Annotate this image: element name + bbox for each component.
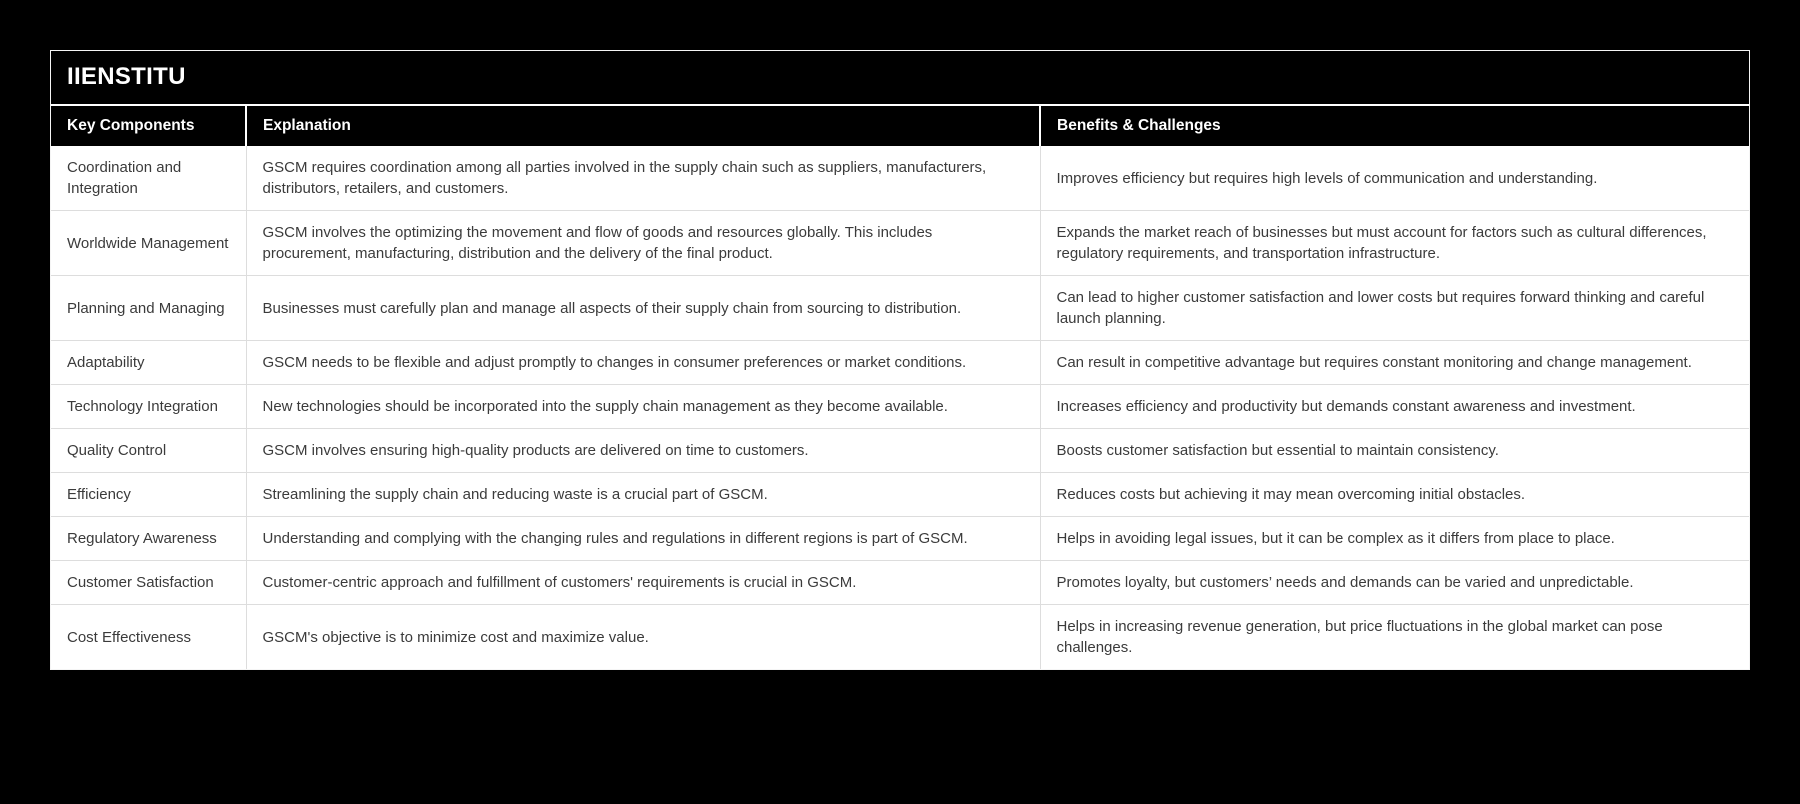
table-row: Worldwide Management GSCM involves the o… bbox=[51, 210, 1749, 276]
table-row: Cost Effectiveness GSCM's objective is t… bbox=[51, 604, 1749, 669]
benefits-cell: Helps in increasing revenue generation, … bbox=[1040, 604, 1749, 669]
key-component-cell: Customer Satisfaction bbox=[51, 560, 247, 605]
table-row: Adaptability GSCM needs to be flexible a… bbox=[51, 340, 1749, 385]
explanation-cell: Streamlining the supply chain and reduci… bbox=[246, 472, 1041, 517]
table-row: Planning and Managing Businesses must ca… bbox=[51, 275, 1749, 341]
benefits-cell: Improves efficiency but requires high le… bbox=[1040, 146, 1749, 211]
benefits-cell: Promotes loyalty, but customers’ needs a… bbox=[1040, 560, 1749, 605]
table-row: Technology Integration New technologies … bbox=[51, 384, 1749, 429]
explanation-cell: Businesses must carefully plan and manag… bbox=[246, 275, 1041, 341]
explanation-cell: GSCM involves the optimizing the movemen… bbox=[246, 210, 1041, 276]
column-header-benefits-challenges: Benefits & Challenges bbox=[1040, 106, 1749, 146]
benefits-cell: Can lead to higher customer satisfaction… bbox=[1040, 275, 1749, 341]
key-component-cell: Adaptability bbox=[51, 340, 247, 385]
page-title: IIENSTITU bbox=[51, 51, 1749, 106]
key-component-cell: Regulatory Awareness bbox=[51, 516, 247, 561]
benefits-cell: Reduces costs but achieving it may mean … bbox=[1040, 472, 1749, 517]
key-component-cell: Worldwide Management bbox=[51, 210, 247, 276]
column-header-explanation: Explanation bbox=[246, 106, 1041, 146]
benefits-cell: Boosts customer satisfaction but essenti… bbox=[1040, 428, 1749, 473]
key-component-cell: Cost Effectiveness bbox=[51, 604, 247, 669]
table-row: Customer Satisfaction Customer-centric a… bbox=[51, 560, 1749, 605]
gscm-table: Key Components Explanation Benefits & Ch… bbox=[51, 106, 1749, 669]
key-component-cell: Technology Integration bbox=[51, 384, 247, 429]
table-row: Efficiency Streamlining the supply chain… bbox=[51, 472, 1749, 517]
key-component-cell: Planning and Managing bbox=[51, 275, 247, 341]
explanation-cell: GSCM's objective is to minimize cost and… bbox=[246, 604, 1041, 669]
header-row: Key Components Explanation Benefits & Ch… bbox=[51, 106, 1749, 146]
benefits-cell: Can result in competitive advantage but … bbox=[1040, 340, 1749, 385]
table-row: Quality Control GSCM involves ensuring h… bbox=[51, 428, 1749, 473]
explanation-cell: GSCM needs to be flexible and adjust pro… bbox=[246, 340, 1041, 385]
column-header-key-components: Key Components bbox=[51, 106, 247, 146]
explanation-cell: New technologies should be incorporated … bbox=[246, 384, 1041, 429]
table-card: IIENSTITU Key Components Explanation Ben… bbox=[50, 50, 1750, 670]
benefits-cell: Helps in avoiding legal issues, but it c… bbox=[1040, 516, 1749, 561]
explanation-cell: Customer-centric approach and fulfillmen… bbox=[246, 560, 1041, 605]
key-component-cell: Efficiency bbox=[51, 472, 247, 517]
table-header: Key Components Explanation Benefits & Ch… bbox=[51, 106, 1749, 146]
key-component-cell: Coordination and Integration bbox=[51, 146, 247, 211]
benefits-cell: Increases efficiency and productivity bu… bbox=[1040, 384, 1749, 429]
explanation-cell: GSCM involves ensuring high-quality prod… bbox=[246, 428, 1041, 473]
table-row: Regulatory Awareness Understanding and c… bbox=[51, 516, 1749, 561]
table-body: Coordination and Integration GSCM requir… bbox=[51, 146, 1749, 669]
benefits-cell: Expands the market reach of businesses b… bbox=[1040, 210, 1749, 276]
explanation-cell: Understanding and complying with the cha… bbox=[246, 516, 1041, 561]
table-row: Coordination and Integration GSCM requir… bbox=[51, 146, 1749, 211]
explanation-cell: GSCM requires coordination among all par… bbox=[246, 146, 1041, 211]
key-component-cell: Quality Control bbox=[51, 428, 247, 473]
